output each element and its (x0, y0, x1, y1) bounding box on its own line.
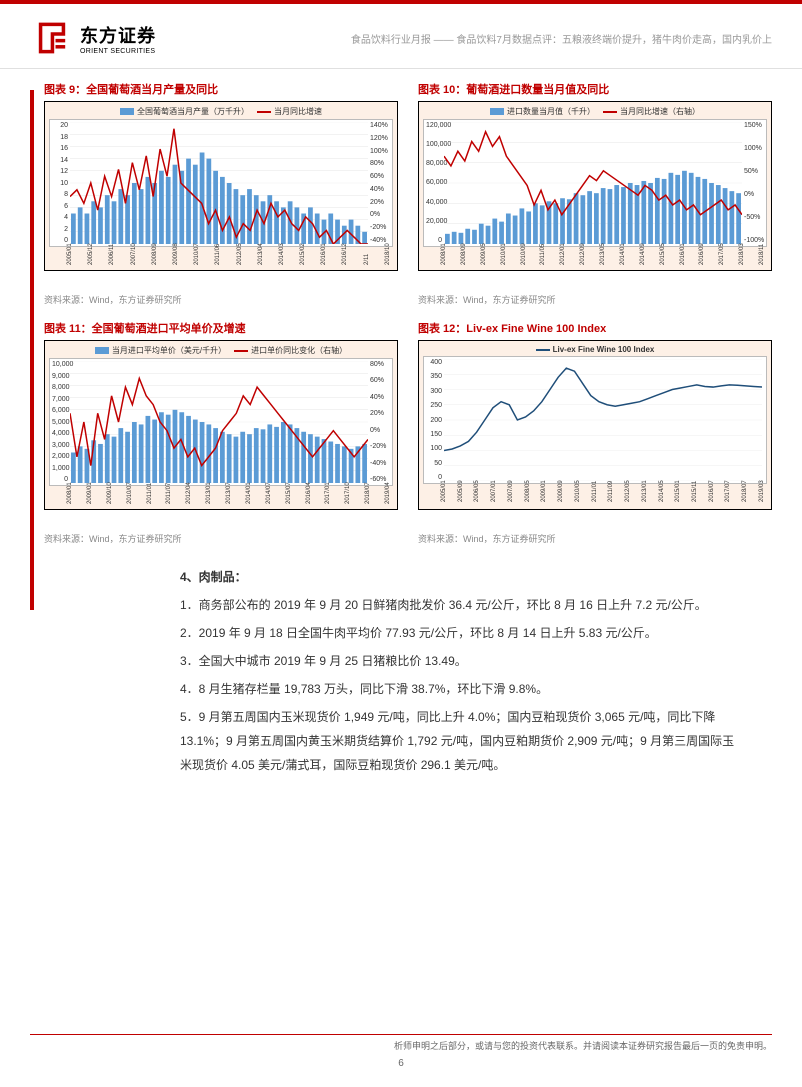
chart-area: 400350300250200150100500 (423, 356, 767, 484)
plot (70, 361, 368, 483)
chart-block-9: 图表 9：全国葡萄酒当月产量及同比全国葡萄酒当月产量（万千升） 当月同比增速 201… (44, 81, 398, 306)
top-border (0, 0, 802, 4)
legend-swatch-bar (120, 108, 134, 115)
x-axis-labels: 2008/012009/012009/102010/072011/012011/… (49, 486, 393, 506)
legend-label-line: 进口单价同比变化（右轴） (251, 345, 347, 356)
legend-label-bar: 进口数量当月值（千升） (507, 106, 595, 117)
logo: 东方证券 ORIENT SECURITIES (30, 16, 156, 60)
legend-swatch-line (234, 350, 248, 352)
x-axis-labels: 2008/012008/092009/052010/012010/092011/… (423, 247, 767, 267)
plot (444, 359, 762, 481)
y-axis-left: 10,0009,0008,0007,0006,0005,0004,0003,00… (52, 359, 70, 485)
chart-source: 资料来源：Wind，东方证券研究所 (44, 532, 398, 545)
body-p4: 4．8 月生猪存栏量 19,783 万头，同比下滑 38.7%，环比下滑 9.8… (180, 677, 740, 701)
charts-grid: 图表 9：全国葡萄酒当月产量及同比全国葡萄酒当月产量（万千升） 当月同比增速 201… (44, 81, 772, 545)
chart-title: 图表 11：全国葡萄酒进口平均单价及增速 (44, 320, 398, 336)
legend-swatch-bar (95, 347, 109, 354)
header-breadcrumb: 食品饮料行业月报 —— 食品饮料7月数据点评：五粮液终端价提升，猪牛肉价走高，国… (351, 31, 772, 46)
legend-swatch-line (603, 111, 617, 113)
logo-text-cn: 东方证券 (80, 22, 156, 48)
x-axis-labels: 2005/012005/122006/112007/102008/092009/… (49, 247, 393, 267)
page: 东方证券 ORIENT SECURITIES 食品饮料行业月报 —— 食品饮料7… (0, 0, 802, 1087)
body-p2: 2．2019 年 9 月 18 日全国牛肉平均价 77.93 元/公斤，环比 8… (180, 621, 740, 645)
chart-box: 全国葡萄酒当月产量（万千升） 当月同比增速 20181614121086420 140… (44, 101, 398, 271)
chart-source: 资料来源：Wind，东方证券研究所 (44, 293, 398, 306)
body-p3: 3．全国大中城市 2019 年 9 月 25 日猪粮比价 13.49。 (180, 649, 740, 673)
chart-source: 资料来源：Wind，东方证券研究所 (418, 293, 772, 306)
chart-block-10: 图表 10：葡萄酒进口数量当月值及同比进口数量当月值（千升） 当月同比增速（右轴）… (418, 81, 772, 306)
y-axis-left: 400350300250200150100500 (426, 357, 444, 483)
plot (70, 122, 368, 244)
header-divider (0, 68, 802, 69)
side-accent-bar (30, 90, 34, 610)
page-number: 6 (30, 1058, 772, 1069)
legend-label-line: Liv-ex Fine Wine 100 Index (553, 345, 655, 354)
orient-logo-icon (30, 16, 74, 60)
section-head: 4、肉制品： (180, 565, 740, 589)
footer-disclaimer: 析师申明之后部分，或请与您的投资代表联系。并请阅读本证券研究报告最后一页的免责申… (30, 1039, 772, 1052)
legend-swatch-line (257, 111, 271, 113)
legend-swatch-bar (490, 108, 504, 115)
chart-box: 当月进口平均单价（美元/千升） 进口单价同比变化（右轴） 10,0009,0008,… (44, 340, 398, 510)
chart-title: 图表 9：全国葡萄酒当月产量及同比 (44, 81, 398, 97)
legend-label-bar: 当月进口平均单价（美元/千升） (112, 345, 226, 356)
chart-box: Liv-ex Fine Wine 100 Index 40035030025020… (418, 340, 772, 510)
chart-area: 20181614121086420 140%120%100%80%60%40%20… (49, 119, 393, 247)
logo-text-en: ORIENT SECURITIES (80, 48, 156, 55)
legend-label-bar: 全国葡萄酒当月产量（万千升） (137, 106, 249, 117)
chart-box: 进口数量当月值（千升） 当月同比增速（右轴） 120,000100,00080,00… (418, 101, 772, 271)
chart-legend: 进口数量当月值（千升） 当月同比增速（右轴） (423, 106, 767, 117)
header: 东方证券 ORIENT SECURITIES 食品饮料行业月报 —— 食品饮料7… (30, 16, 772, 68)
footer: 析师申明之后部分，或请与您的投资代表联系。并请阅读本证券研究报告最后一页的免责申… (30, 1034, 772, 1069)
chart-area: 120,000100,00080,00060,00040,00020,0000 1… (423, 119, 767, 247)
chart-legend: 当月进口平均单价（美元/千升） 进口单价同比变化（右轴） (49, 345, 393, 356)
y-axis-right: 80%60%40%20%0%-20%-40%-60% (368, 359, 390, 485)
body-p5: 5．9 月第五周国内玉米现货价 1,949 元/吨，同比上升 4.0%；国内豆粕… (180, 705, 740, 777)
legend-swatch-line (536, 349, 550, 351)
chart-legend: 全国葡萄酒当月产量（万千升） 当月同比增速 (49, 106, 393, 117)
chart-area: 10,0009,0008,0007,0006,0005,0004,0003,00… (49, 358, 393, 486)
y-axis-right: 140%120%100%80%60%40%20%0%-20%-40% (368, 120, 390, 246)
chart-title: 图表 10：葡萄酒进口数量当月值及同比 (418, 81, 772, 97)
legend-label-line: 当月同比增速（右轴） (620, 106, 700, 117)
footer-line (30, 1034, 772, 1035)
y-axis-right: 150%100%50%0%-50%-100% (742, 120, 764, 246)
body-p1: 1．商务部公布的 2019 年 9 月 20 日鲜猪肉批发价 36.4 元/公斤… (180, 593, 740, 617)
chart-title: 图表 12：Liv-ex Fine Wine 100 Index (418, 320, 772, 336)
y-axis-left: 120,000100,00080,00060,00040,00020,0000 (426, 120, 444, 246)
x-axis-labels: 2005/012005/092006/052007/012007/092008/… (423, 484, 767, 504)
chart-block-12: 图表 12：Liv-ex Fine Wine 100 Index Liv-ex F… (418, 320, 772, 545)
chart-block-11: 图表 11：全国葡萄酒进口平均单价及增速当月进口平均单价（美元/千升） 进口单价同… (44, 320, 398, 545)
chart-source: 资料来源：Wind，东方证券研究所 (418, 532, 772, 545)
chart-legend: Liv-ex Fine Wine 100 Index (423, 345, 767, 354)
legend-label-line: 当月同比增速 (274, 106, 322, 117)
body-text: 4、肉制品： 1．商务部公布的 2019 年 9 月 20 日鲜猪肉批发价 36… (180, 565, 740, 777)
plot (444, 122, 742, 244)
y-axis-left: 20181614121086420 (52, 120, 70, 246)
